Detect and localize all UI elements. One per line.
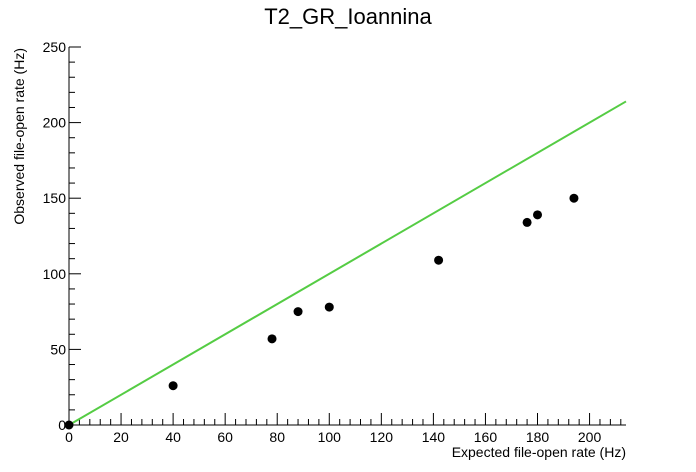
- data-point: [267, 334, 277, 344]
- x-tick-label: 160: [474, 429, 498, 445]
- data-points: [64, 193, 579, 430]
- data-point: [324, 302, 334, 312]
- x-tick-label: 60: [217, 429, 233, 445]
- x-tick-label: 0: [65, 429, 73, 445]
- reference-line: [68, 100, 627, 426]
- data-point: [434, 255, 444, 265]
- axes: [68, 47, 626, 426]
- chart-title: T2_GR_Ioannina: [264, 4, 432, 29]
- y-tick-label: 0: [58, 417, 66, 433]
- axis-ticks: 0 20 40 60 80 100 120 140 160 180 200 0 50 100 150 200 2…: [43, 39, 622, 445]
- data-point: [168, 381, 178, 391]
- x-tick-label: 100: [318, 429, 342, 445]
- data-point: [522, 217, 532, 227]
- x-axis-title: Expected file-open rate (Hz): [452, 444, 626, 460]
- y-axis-title: Observed file-open rate (Hz): [11, 48, 27, 225]
- y-tick-label: 100: [43, 266, 67, 282]
- x-tick-label: 140: [422, 429, 446, 445]
- data-point: [569, 193, 579, 203]
- y-tick-label: 150: [43, 190, 67, 206]
- x-tick-label: 20: [113, 429, 129, 445]
- x-tick-label: 80: [269, 429, 285, 445]
- data-point: [64, 420, 74, 430]
- data-point: [293, 307, 303, 317]
- x-tick-label: 40: [165, 429, 181, 445]
- x-tick-label: 200: [578, 429, 602, 445]
- y-tick-label: 200: [43, 115, 67, 131]
- x-tick-label: 180: [526, 429, 550, 445]
- data-point: [533, 210, 543, 220]
- y-tick-label: 250: [43, 39, 67, 55]
- y-tick-label: 50: [50, 341, 66, 357]
- x-tick-label: 120: [370, 429, 394, 445]
- reference-line-layer: [68, 100, 627, 426]
